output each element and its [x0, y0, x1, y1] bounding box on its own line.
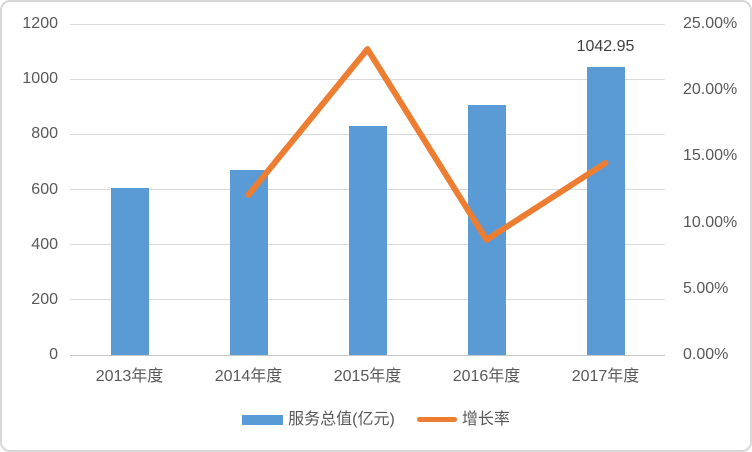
left-axis-tick-label: 600 — [31, 180, 58, 198]
x-axis-category-label: 2013年度 — [95, 368, 164, 385]
line-series-swatch-icon — [416, 417, 457, 423]
right-axis-tick-label: 10.00% — [683, 213, 738, 231]
legend-item-line-series: 增长率 — [416, 410, 510, 429]
bar-2017年度 — [586, 67, 625, 355]
legend: 服务总值(亿元) 增长率 — [2, 410, 750, 429]
x-axis-line — [70, 354, 665, 356]
left-axis-tick-label: 0 — [49, 346, 58, 363]
right-axis-tick-label: 20.00% — [683, 81, 738, 99]
x-axis-category-label: 2016年度 — [452, 368, 521, 385]
left-axis-tick-label: 200 — [31, 290, 58, 308]
bar-2016年度 — [467, 105, 506, 355]
left-axis-tick-label: 1000 — [22, 70, 58, 88]
line-series-legend-label: 增长率 — [461, 411, 510, 428]
x-axis-category-label: 2017年度 — [571, 368, 640, 385]
left-axis-tick-label: 1200 — [22, 15, 58, 32]
left-axis-tick-label: 400 — [31, 235, 58, 253]
right-axis-tick-label: 15.00% — [683, 147, 738, 165]
right-axis-tick-label: 0.00% — [683, 346, 729, 363]
data-label-2017: 1042.95 — [576, 38, 635, 56]
right-axis-tick-label: 5.00% — [683, 279, 729, 297]
bar-2013年度 — [110, 188, 149, 355]
legend-item-bar-series: 服务总值(亿元) — [242, 410, 395, 429]
left-axis-tick-label: 800 — [31, 125, 58, 143]
gridline — [70, 78, 665, 80]
x-axis-category-label: 2015年度 — [333, 368, 402, 385]
bar-series-swatch-icon — [242, 414, 284, 425]
bar-series-legend-label: 服务总值(亿元) — [288, 411, 395, 428]
gridline — [70, 23, 665, 25]
x-axis-category-label: 2014年度 — [214, 368, 283, 385]
bar-2014年度 — [229, 169, 268, 355]
right-axis-tick-label: 25.00% — [683, 15, 738, 32]
bar-2015年度 — [348, 126, 387, 355]
